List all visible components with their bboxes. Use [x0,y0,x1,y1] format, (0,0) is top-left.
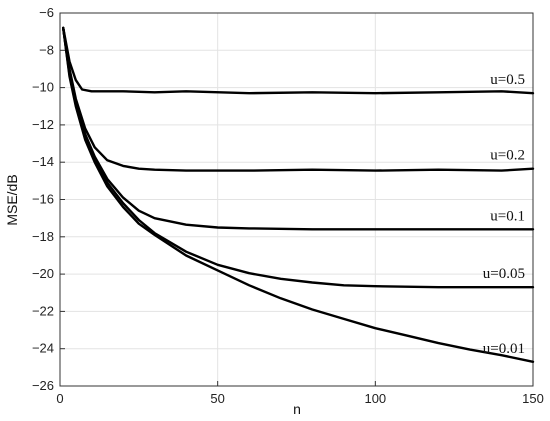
series-line-u-0-5 [62,26,535,95]
x-axis-ticks: 0 50 100 150 [56,381,544,406]
series-lines [62,26,535,363]
y-tick-label: −20 [32,266,54,281]
x-axis-label: n [293,401,301,417]
series-label-u-0-1: u=0.1 [490,208,525,224]
series-label-u-0-5: u=0.5 [490,72,525,88]
series-line-u-0-05 [62,26,535,289]
series-line-u-0-01 [62,26,535,363]
y-tick-label: −10 [32,80,54,95]
x-tick-label: 150 [522,391,544,406]
series-labels: u=0.5 u=0.2 u=0.1 u=0.05 u=0.01 [483,72,525,357]
series-label-u-0-05: u=0.05 [483,266,525,282]
series-line-u-0-2 [62,26,535,172]
y-axis-label: MSE/dB [4,174,20,225]
y-tick-label: −18 [32,229,54,244]
y-tick-label: −24 [32,341,54,356]
y-tick-label: −14 [32,154,54,169]
y-tick-label: −26 [32,378,54,393]
y-tick-label: −16 [32,192,54,207]
y-tick-label: −6 [39,5,54,20]
y-tick-label: −8 [39,42,54,57]
grid [59,12,534,387]
series-label-u-0-2: u=0.2 [490,148,525,164]
x-tick-label: 50 [210,391,224,406]
x-tick-label: 100 [364,391,386,406]
y-tick-label: −22 [32,303,54,318]
x-tick-label: 0 [56,391,63,406]
y-axis-ticks: −26 −24 −22 −20 −18 −16 −14 −12 −10 −8 −6 [32,5,65,393]
y-tick-label: −12 [32,117,54,132]
series-label-u-0-01: u=0.01 [483,341,525,357]
